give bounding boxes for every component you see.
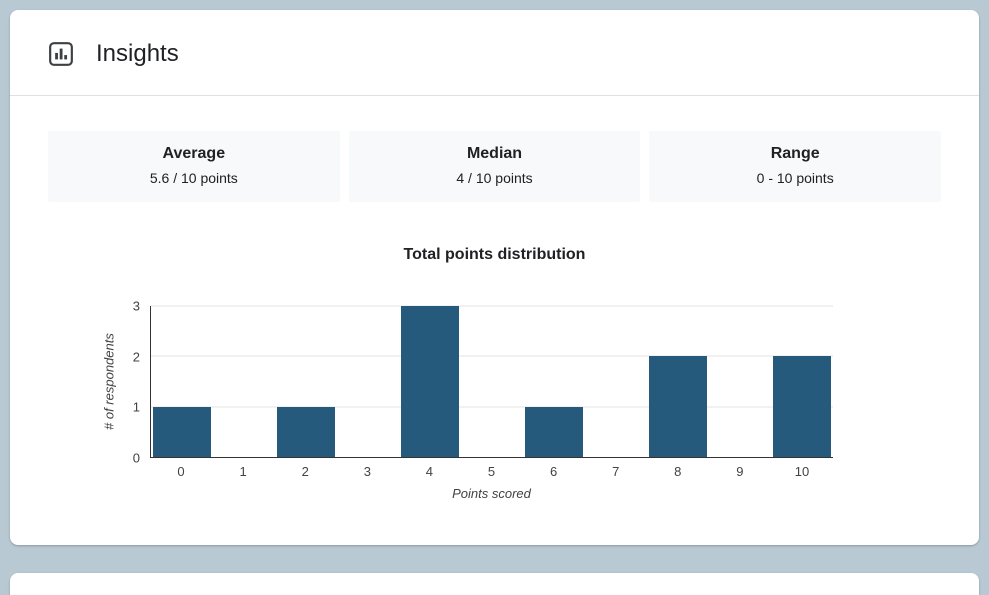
x-tick-label: 8 <box>674 464 682 479</box>
stat-value: 5.6 / 10 points <box>149 170 238 186</box>
y-tick-label: 3 <box>132 298 140 314</box>
bar-10[interactable] <box>772 356 832 457</box>
x-tick-label: 10 <box>794 464 810 479</box>
y-tick-label: 1 <box>132 399 140 415</box>
stat-label: Median <box>466 145 523 162</box>
gridline <box>151 355 833 357</box>
bar-6[interactable] <box>524 406 584 457</box>
y-axis-label: # of respondents <box>101 333 117 431</box>
bar-slot-8 <box>647 306 709 457</box>
bar-slot-5 <box>461 306 523 457</box>
x-tick-label: 6 <box>549 464 558 479</box>
bars-container <box>151 306 833 457</box>
bar-slot-9 <box>709 306 771 457</box>
bar-2[interactable] <box>276 406 336 457</box>
stat-value: 4 / 10 points <box>456 170 533 186</box>
bar-slot-10 <box>771 306 833 457</box>
next-card-partial <box>10 573 979 595</box>
x-tick-label: 2 <box>301 464 309 479</box>
bar-slot-2 <box>275 306 337 457</box>
x-axis-label: Points scored <box>452 486 531 501</box>
bar-slot-3 <box>337 306 399 457</box>
stat-range: Range 0 - 10 points <box>649 131 942 202</box>
histogram-chart: # of respondents 0 1 2 3 0 1 2 3 4 5 6 7 8 9 10 Point… <box>98 300 833 501</box>
insights-card: Insights Average 5.6 / 10 points Median … <box>10 10 979 545</box>
stat-label: Range <box>770 145 820 162</box>
bar-slot-4 <box>399 306 461 457</box>
bar-4[interactable] <box>400 306 460 457</box>
bar-0[interactable] <box>152 406 212 457</box>
x-tick-label: 1 <box>239 464 247 479</box>
bar-slot-7 <box>585 306 647 457</box>
y-tick-label: 2 <box>132 349 140 365</box>
y-axis-ticks: 0 1 2 3 <box>120 300 150 465</box>
x-tick-label: 7 <box>612 464 620 479</box>
bar-slot-1 <box>213 306 275 457</box>
summary-stats: Average 5.6 / 10 points Median 4 / 10 po… <box>10 96 979 202</box>
stat-label: Average <box>162 145 226 162</box>
insights-header: Insights <box>10 10 979 96</box>
x-axis-ticks: 0 1 2 3 4 5 6 7 8 9 10 <box>150 464 833 479</box>
bar-slot-6 <box>523 306 585 457</box>
chart-title: Total points distribution <box>403 246 586 263</box>
x-tick-label: 5 <box>487 464 496 479</box>
stat-average: Average 5.6 / 10 points <box>48 131 340 202</box>
gridline <box>151 305 833 307</box>
plot-area <box>150 305 833 458</box>
plot-column: 0 1 2 3 4 5 6 7 8 9 10 Points scored <box>150 305 833 501</box>
gridline <box>151 406 833 408</box>
insights-chart-icon <box>48 41 74 67</box>
stat-value: 0 - 10 points <box>756 170 834 186</box>
stat-median: Median 4 / 10 points <box>348 131 641 202</box>
bar-slot-0 <box>151 306 213 457</box>
y-tick-label: 0 <box>132 450 140 466</box>
x-tick-label: 9 <box>736 464 744 479</box>
page-title: Insights <box>96 40 179 67</box>
bar-8[interactable] <box>648 356 708 457</box>
x-tick-label: 0 <box>177 464 185 479</box>
x-tick-label: 3 <box>363 464 371 479</box>
x-tick-label: 4 <box>425 464 434 479</box>
